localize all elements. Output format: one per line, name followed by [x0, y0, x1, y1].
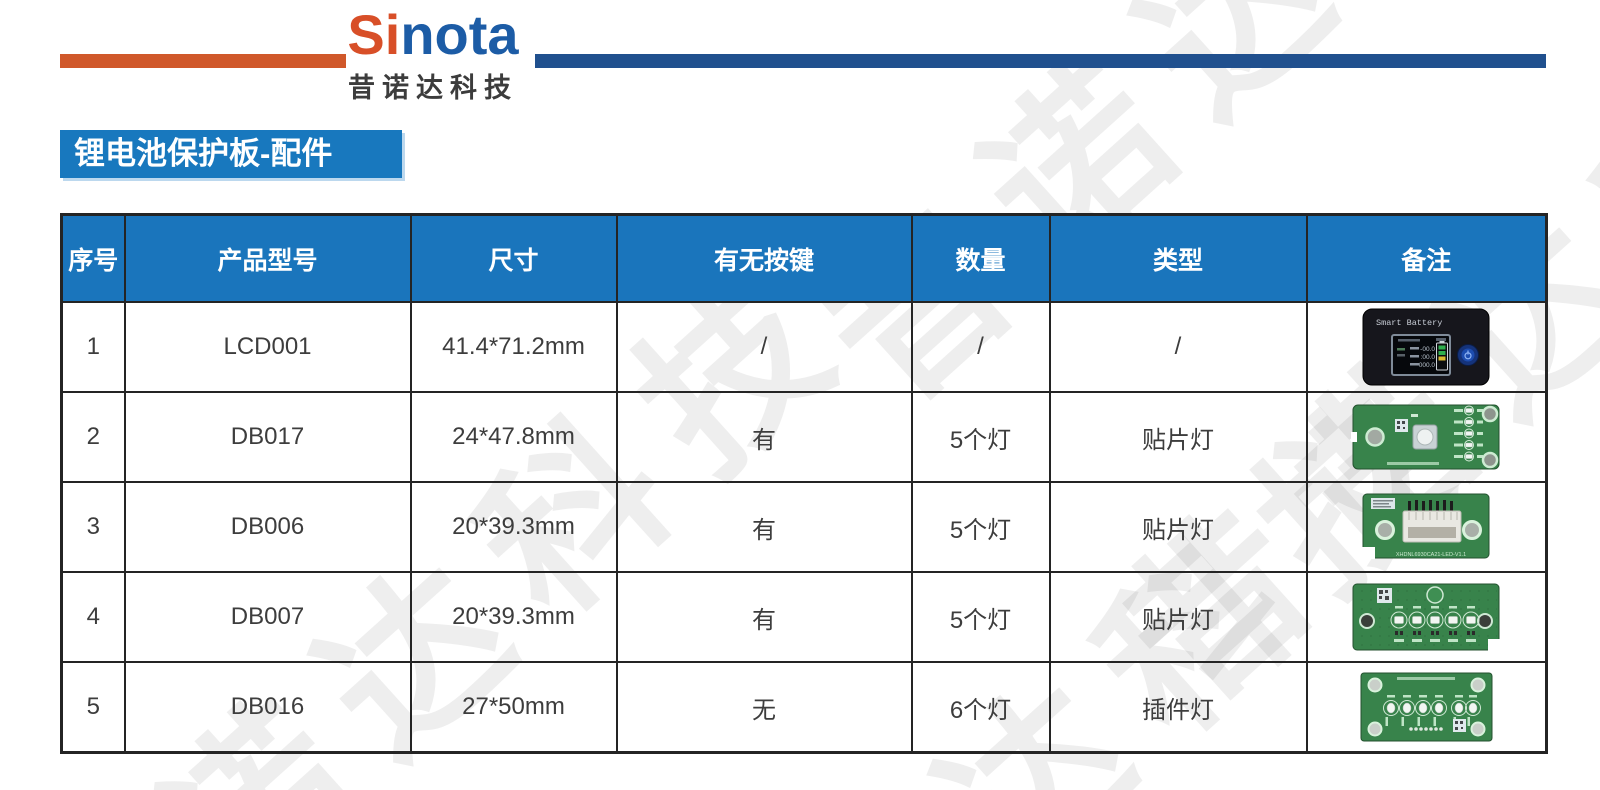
cell-remark-image: Smart Battery -00.0 :00.0 000.0 [1305, 301, 1548, 393]
cell-index: 2 [60, 391, 126, 483]
cell-quantity: 6个灯 [910, 661, 1051, 754]
header-rule-right [535, 54, 1546, 68]
cell-has-button: 有 [615, 481, 913, 573]
table-row: 5 DB016 27*50mm 无 6个灯 插件灯 [60, 661, 1548, 754]
cell-quantity: 5个灯 [910, 571, 1051, 663]
sinota-logo: Sinota 昔诺达科技 [338, 3, 528, 105]
cell-has-button: / [615, 301, 913, 393]
cell-remark-image: XHDNL6930CA21-LED-V1.1 [1305, 481, 1548, 573]
cell-index: 3 [60, 481, 126, 573]
cell-size: 27*50mm [409, 661, 618, 754]
cell-has-button: 有 [615, 571, 913, 663]
cell-index: 1 [60, 301, 126, 393]
pcb-photo-button-board [1351, 404, 1500, 470]
cell-type: 贴片灯 [1048, 571, 1308, 663]
cell-quantity: 5个灯 [910, 391, 1051, 483]
column-header-quantity: 数量 [910, 213, 1051, 303]
lcd-value-3: 000.0 [1419, 362, 1436, 369]
cell-type: / [1048, 301, 1308, 393]
lcd-display-photo: Smart Battery -00.0 :00.0 000.0 [1362, 308, 1490, 386]
cell-size: 41.4*71.2mm [409, 301, 618, 393]
pcb-photo-connector-board: XHDNL6930CA21-LED-V1.1 [1362, 493, 1490, 559]
cell-type: 贴片灯 [1048, 481, 1308, 573]
table-row: 4 DB007 20*39.3mm 有 5个灯 贴片灯 [60, 571, 1548, 663]
cell-remark-image [1305, 391, 1548, 483]
cell-index: 5 [60, 661, 126, 754]
pcb-silkscreen-text: XHDNL6930CA21-LED-V1.1 [1396, 552, 1466, 558]
lcd-value-1: -00.0 [1420, 346, 1435, 353]
cell-model: DB016 [123, 661, 412, 754]
led-row [1390, 606, 1480, 642]
cell-size: 24*47.8mm [409, 391, 618, 483]
cell-model: DB017 [123, 391, 412, 483]
table-row: 1 LCD001 41.4*71.2mm / / / Smart Battery -00.… [60, 301, 1548, 393]
column-header-size: 尺寸 [409, 213, 618, 303]
cell-model: DB006 [123, 481, 412, 573]
cell-quantity: 5个灯 [910, 481, 1051, 573]
pin-header [1408, 500, 1454, 511]
logo-wordmark: Sinota [338, 3, 528, 66]
cell-model: DB007 [123, 571, 412, 663]
cell-has-button: 有 [615, 391, 913, 483]
cell-has-button: 无 [615, 661, 913, 754]
table-row: 2 DB017 24*47.8mm 有 5个灯 贴片灯 [60, 391, 1548, 483]
column-header-type: 类型 [1048, 213, 1308, 303]
table-header-row: 序号 产品型号 尺寸 有无按键 数量 类型 备注 [60, 213, 1548, 303]
cell-size: 20*39.3mm [409, 571, 618, 663]
cell-remark-image [1305, 661, 1548, 754]
column-header-model: 产品型号 [123, 213, 412, 303]
led-pads [1454, 405, 1484, 462]
pcb-photo-dip-led-board [1360, 672, 1493, 742]
page-title: 锂电池保护板-配件 [60, 130, 402, 178]
logo-subtitle: 昔诺达科技 [348, 72, 518, 103]
cell-model: LCD001 [123, 301, 412, 393]
table-row: 3 DB006 20*39.3mm 有 5个灯 贴片灯 XHDNL6930CA21-LED… [60, 481, 1548, 573]
cell-type: 贴片灯 [1048, 391, 1308, 483]
cell-remark-image [1305, 571, 1548, 663]
cell-quantity: / [910, 301, 1051, 393]
column-header-has-button: 有无按键 [615, 213, 913, 303]
cell-index: 4 [60, 571, 126, 663]
column-header-remark: 备注 [1305, 213, 1548, 303]
products-table: 序号 产品型号 尺寸 有无按键 数量 类型 备注 1 LCD001 41.4*71.2mm / / /… [60, 213, 1548, 754]
column-header-index: 序号 [60, 213, 126, 303]
cell-size: 20*39.3mm [409, 481, 618, 573]
cell-type: 插件灯 [1048, 661, 1308, 754]
logo-wordmark-nota: nota [400, 3, 519, 66]
pcb-photo-smd-led-board [1352, 583, 1502, 651]
header-rule-left [60, 54, 346, 68]
logo-wordmark-si: Si [347, 3, 401, 66]
lcd-value-2: :00.0 [1421, 354, 1436, 361]
lcd-title-text: Smart Battery [1376, 318, 1442, 328]
